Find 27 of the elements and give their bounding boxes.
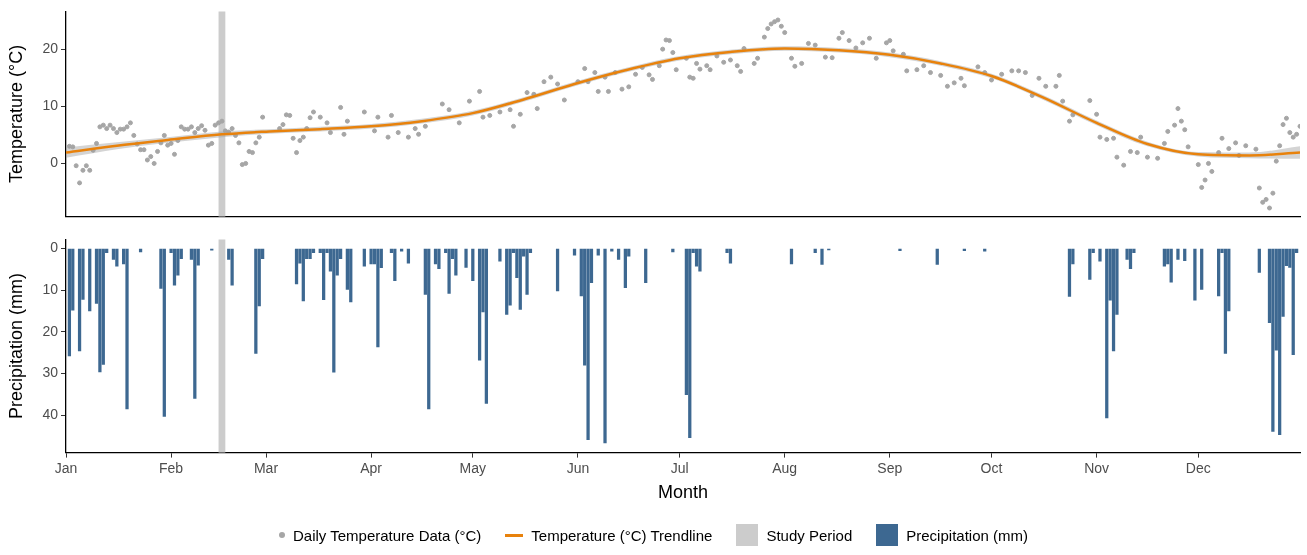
y-axis-title: Precipitation (mm) bbox=[5, 272, 26, 420]
y-tick-label: 0 bbox=[50, 239, 59, 256]
x-tick-label: Apr bbox=[360, 459, 383, 476]
y-tick-label: 20 bbox=[42, 322, 59, 339]
y-tick-label: 0 bbox=[50, 154, 59, 171]
x-tick-label: Oct bbox=[980, 459, 1003, 476]
x-axis-title: Month bbox=[657, 482, 709, 503]
x-tick-label: Jun bbox=[566, 459, 590, 476]
y-axis-title: Temperature (°C) bbox=[5, 44, 26, 184]
y-tick-label: 20 bbox=[42, 39, 59, 56]
x-tick-label: Sep bbox=[877, 459, 903, 476]
x-tick-label: Jul bbox=[670, 459, 689, 476]
y-tick-label: 30 bbox=[42, 364, 59, 381]
text: Daily Temperature Data (°C) bbox=[293, 526, 482, 544]
x-tick-label: May bbox=[459, 459, 487, 476]
x-tick-label: Nov bbox=[1084, 459, 1110, 476]
text: Temperature (°C) Trendline bbox=[531, 526, 713, 544]
y-tick-label: 10 bbox=[42, 97, 59, 114]
x-tick-label: Feb bbox=[159, 459, 184, 476]
text: Study Period bbox=[766, 526, 853, 544]
legend-label: Precipitation (mm) bbox=[906, 526, 1028, 544]
y-tick-label: 10 bbox=[42, 281, 59, 298]
x-tick-label: Jan bbox=[54, 459, 78, 476]
x-tick-label: Aug bbox=[772, 459, 798, 476]
x-tick-label: Dec bbox=[1185, 459, 1211, 476]
x-tick-label: Mar bbox=[253, 459, 279, 476]
y-tick-label: 40 bbox=[42, 405, 59, 422]
